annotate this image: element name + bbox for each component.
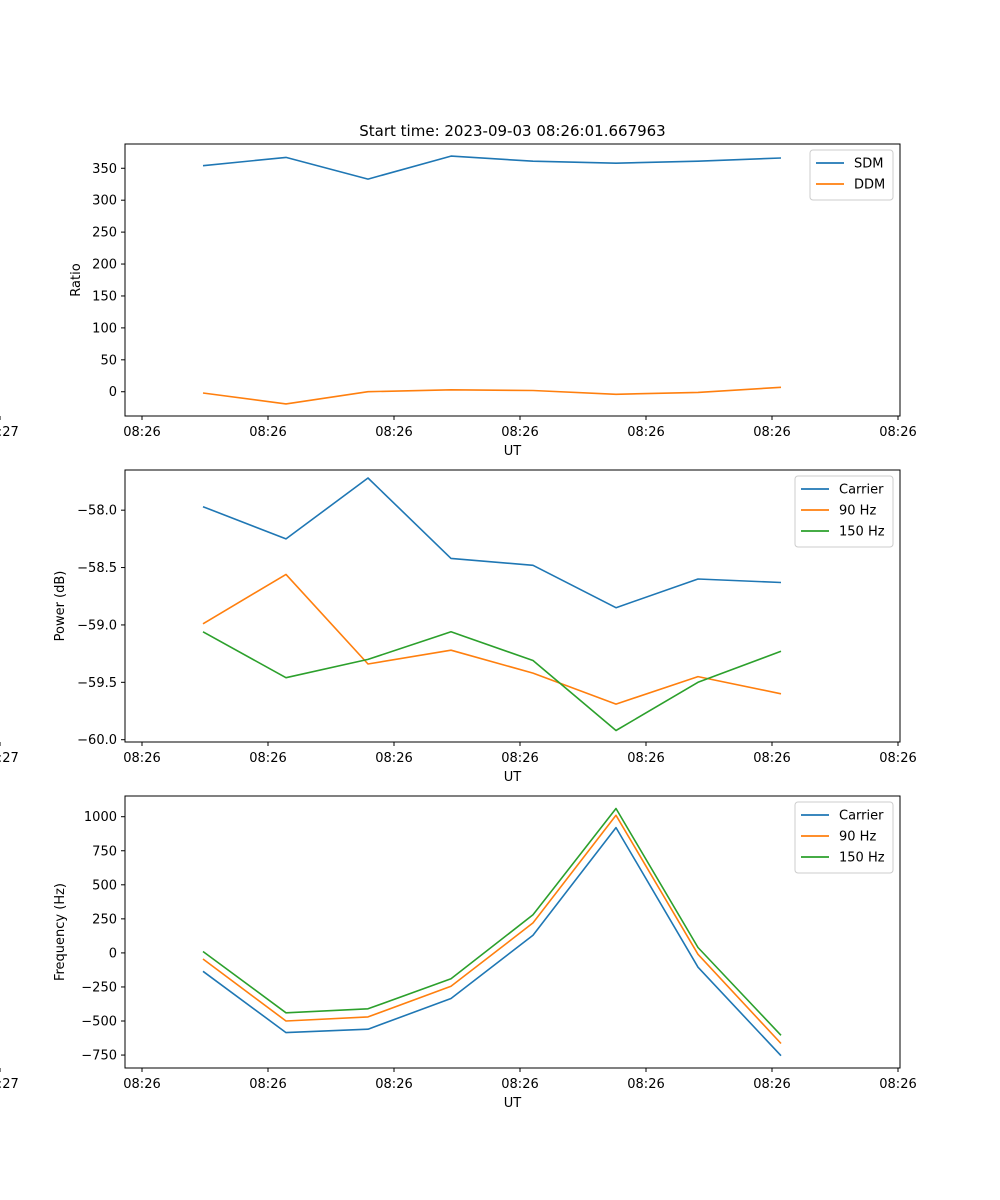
x-tick-label: 08:26 — [501, 1077, 538, 1092]
legend-label: Carrier — [839, 809, 884, 824]
legend-label: Carrier — [839, 483, 884, 498]
y-tick-label: −500 — [81, 1015, 117, 1030]
x-tick-label: 08:26 — [627, 1077, 664, 1092]
x-tick-label: 08:27 — [0, 1077, 19, 1092]
legend: Carrier 90 Hz 150 Hz — [794, 475, 894, 548]
axes-frame — [124, 143, 901, 417]
y-tick-label: 350 — [92, 162, 117, 177]
series-line-sdm — [202, 155, 782, 180]
figure-title: Start time: 2023-09-03 08:26:01.667963 — [359, 122, 665, 140]
y-tick-label: 50 — [100, 353, 117, 368]
series-line-150-hz — [202, 630, 782, 732]
y-tick-label: 100 — [92, 321, 117, 336]
x-tick-label: 08:26 — [375, 425, 412, 440]
y-tick-label: −60.0 — [77, 733, 117, 748]
y-tick-label: 200 — [92, 258, 117, 273]
series-line-90-hz — [202, 573, 782, 705]
legend: SDM DDM — [809, 149, 894, 201]
legend-box — [794, 475, 894, 548]
subplot-3: −750 −500 −250 0 250 500 750 1000 08:26 08:26 08:2… — [0, 795, 917, 1111]
axes-frame — [124, 469, 901, 743]
subplot-1: 0 50 100 150 200 250 300 350 08:26 08:26 08:26 08:2… — [0, 143, 917, 459]
x-tick-label: 08:26 — [375, 751, 412, 766]
y-tick-label: −250 — [81, 980, 117, 995]
y-tick-label: −58.5 — [77, 561, 117, 576]
legend-label: SDM — [854, 157, 883, 172]
x-tick-label: 08:26 — [879, 751, 916, 766]
legend-label: DDM — [854, 178, 885, 193]
legend-label: 150 Hz — [839, 525, 885, 540]
y-tick-label: 150 — [92, 289, 117, 304]
series-line-ddm — [202, 386, 782, 405]
y-tick-label: 300 — [92, 194, 117, 209]
y-tick-label: −59.5 — [77, 676, 117, 691]
x-tick-label: 08:26 — [501, 425, 538, 440]
x-tick-label: 08:26 — [627, 751, 664, 766]
x-tick-label: 08:26 — [123, 751, 160, 766]
x-axis-label: UT — [504, 444, 522, 459]
subplot-2: −60.0 −59.5 −59.0 −58.5 −58.0 08:26 08:26 08:26… — [0, 469, 917, 785]
series-line-carrier — [202, 477, 782, 609]
y-tick-label: 250 — [92, 226, 117, 241]
x-tick-label: 08:26 — [753, 1077, 790, 1092]
x-tick-label: 08:26 — [123, 1077, 160, 1092]
x-tick-label: 08:26 — [501, 751, 538, 766]
x-tick-label: 08:26 — [879, 425, 916, 440]
legend-box — [794, 801, 894, 874]
y-tick-label: 0 — [109, 946, 117, 961]
x-tick-label: 08:26 — [249, 751, 286, 766]
legend-label: 150 Hz — [839, 851, 885, 866]
axes-frame — [124, 795, 901, 1069]
x-tick-label: 08:26 — [123, 425, 160, 440]
x-axis-label: UT — [504, 770, 522, 785]
x-axis-label: UT — [504, 1096, 522, 1111]
plots: 0 50 100 150 200 250 300 350 08:26 08:26 08:26 08:2… — [0, 143, 917, 1111]
y-tick-label: 750 — [92, 844, 117, 859]
legend-label: 90 Hz — [839, 504, 876, 519]
series-line-150-hz — [202, 807, 782, 1036]
legend-label: 90 Hz — [839, 830, 876, 845]
y-axis-label: Power (dB) — [53, 571, 68, 642]
y-axis-label: Ratio — [69, 263, 84, 296]
x-tick-label: 08:26 — [249, 1077, 286, 1092]
legend: Carrier 90 Hz 150 Hz — [794, 801, 894, 874]
y-tick-label: 500 — [92, 878, 117, 893]
x-tick-label: 08:27 — [0, 751, 19, 766]
y-tick-label: 250 — [92, 912, 117, 927]
series-line-carrier — [202, 826, 782, 1057]
x-tick-label: 08:26 — [753, 425, 790, 440]
y-tick-label: −59.0 — [77, 618, 117, 633]
series-line-90-hz — [202, 814, 782, 1045]
x-tick-label: 08:26 — [627, 425, 664, 440]
y-tick-label: 1000 — [84, 810, 117, 825]
x-tick-label: 08:26 — [375, 1077, 412, 1092]
x-tick-label: 08:26 — [249, 425, 286, 440]
y-tick-label: −58.0 — [77, 504, 117, 519]
x-tick-label: 08:27 — [0, 425, 19, 440]
x-tick-label: 08:26 — [753, 751, 790, 766]
x-tick-label: 08:26 — [879, 1077, 916, 1092]
y-axis-label: Frequency (Hz) — [53, 883, 68, 981]
y-tick-label: −750 — [81, 1049, 117, 1064]
y-tick-label: 0 — [109, 385, 117, 400]
